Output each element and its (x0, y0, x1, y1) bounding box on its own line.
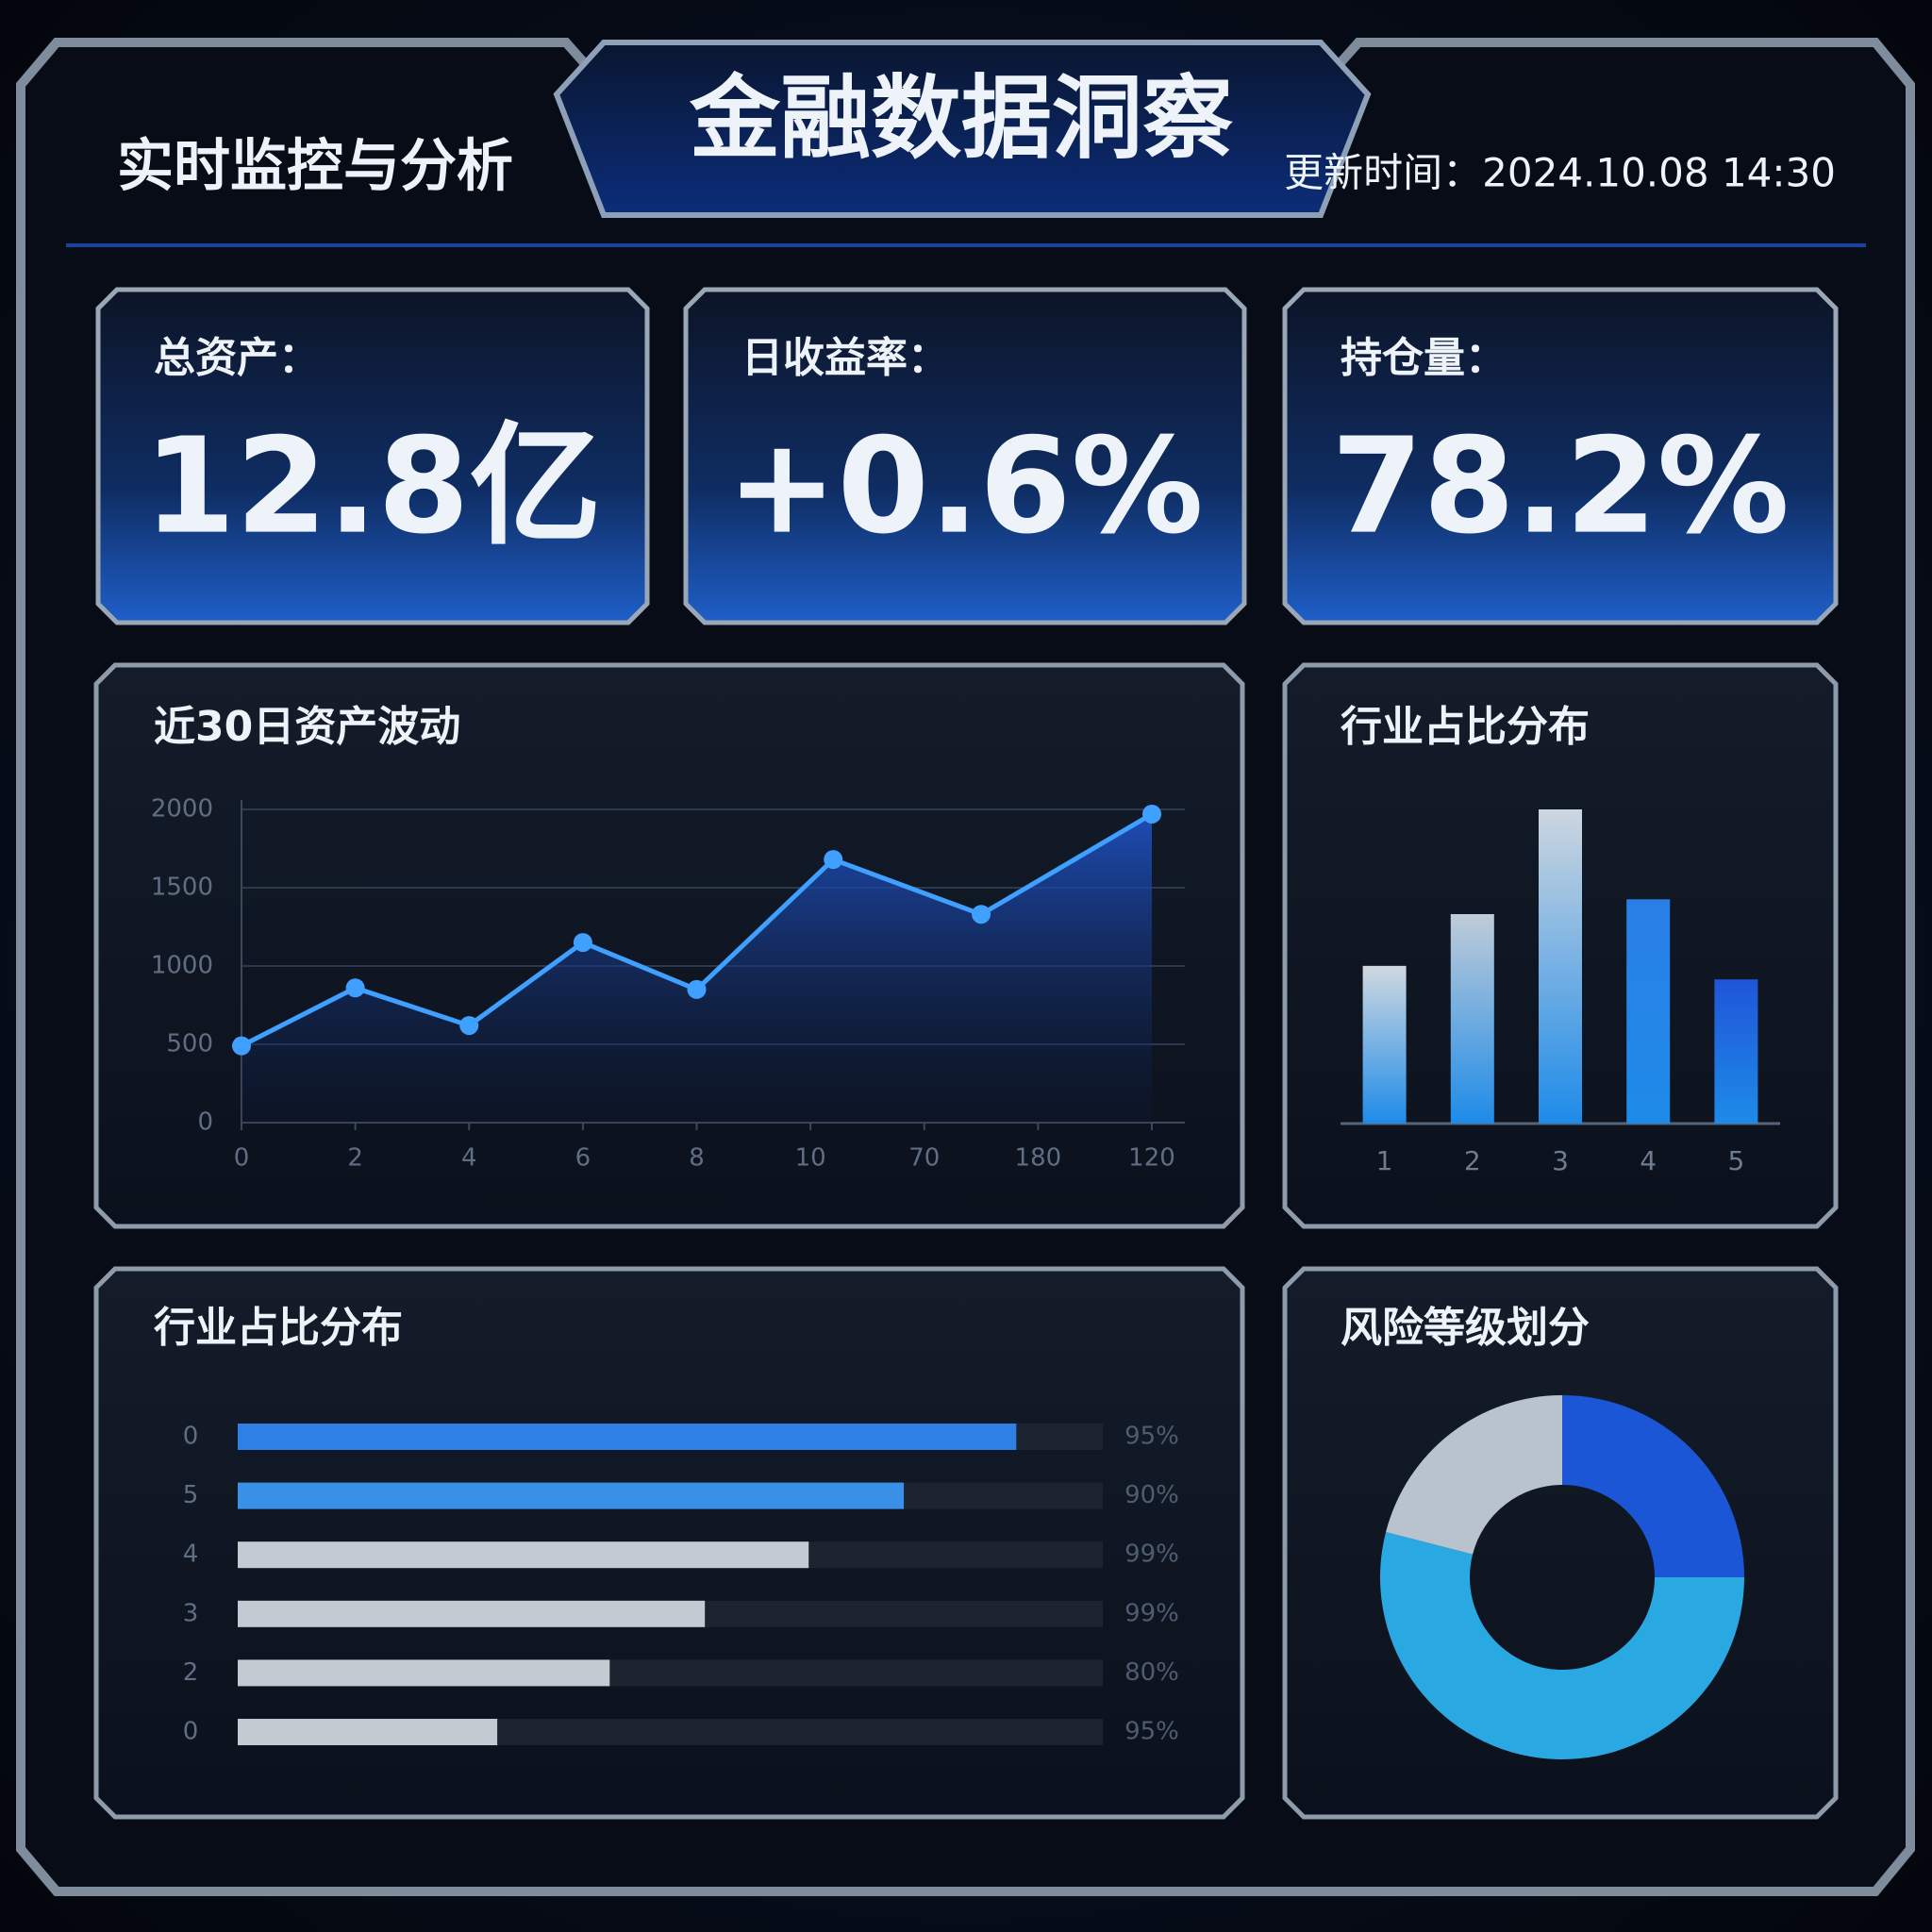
x-tick-label: 6 (575, 1144, 591, 1173)
y-tick-label: 2 (183, 1658, 199, 1687)
x-tick-label: 180 (1015, 1144, 1062, 1173)
header-subtitle: 实时监控与分析 (117, 134, 513, 200)
side-label: 95% (1124, 1718, 1179, 1746)
x-tick-label: 5 (1727, 1145, 1744, 1176)
bar (1714, 979, 1758, 1124)
bar (1362, 965, 1407, 1124)
point (972, 905, 991, 924)
bar (1626, 899, 1671, 1124)
x-tick-label: 0 (234, 1144, 250, 1173)
kpi-value: +0.6% (726, 410, 1204, 564)
header-plate (553, 40, 1372, 218)
y-tick-label: 0 (183, 1423, 199, 1451)
kpi-value: 78.2% (1331, 410, 1790, 564)
point (345, 978, 365, 998)
donut-segment (1380, 1532, 1744, 1759)
chart-title: 风险等级划分 (1341, 1304, 1590, 1352)
x-tick-label: 8 (689, 1144, 705, 1173)
kpi-label: 持仓量： (1341, 334, 1507, 382)
kpi-label: 日收益率： (741, 334, 949, 382)
x-tick-label: 4 (461, 1144, 477, 1173)
x-tick-label: 10 (795, 1144, 826, 1173)
donut-segment (1562, 1395, 1744, 1577)
point (687, 979, 707, 999)
kpi-card (1282, 287, 1839, 625)
point (459, 1016, 479, 1036)
header-title: 金融数据洞察 (689, 65, 1233, 171)
side-label: 99% (1124, 1541, 1179, 1569)
bar (238, 1541, 809, 1569)
x-tick-label: 4 (1640, 1145, 1657, 1176)
y-tick-label: 0 (183, 1718, 199, 1746)
y-tick-label: 0 (197, 1108, 213, 1137)
y-tick-label: 5 (183, 1481, 199, 1509)
y-tick-label: 4 (183, 1541, 199, 1569)
point (824, 850, 843, 870)
line-area (242, 813, 1152, 1123)
bar (1539, 809, 1582, 1124)
x-tick-label: 120 (1128, 1144, 1175, 1173)
point (573, 933, 592, 953)
side-label: 80% (1124, 1658, 1179, 1687)
line (240, 811, 1154, 1048)
kpi-value: 12.8亿 (143, 410, 601, 564)
side-label: 90% (1124, 1481, 1179, 1509)
point (1142, 804, 1161, 824)
x-tick-label: 1 (1376, 1145, 1393, 1176)
kpi-card (95, 287, 650, 625)
kpi-label: 总资产： (154, 334, 320, 382)
bar (238, 1424, 1017, 1450)
update-time: 更新时间：2024.10.08 14:30 (1284, 150, 1836, 196)
y-tick-label: 500 (166, 1030, 213, 1058)
bar (238, 1482, 905, 1509)
bar (1450, 914, 1494, 1124)
bar (238, 1719, 498, 1745)
y-tick-label: 1500 (151, 874, 213, 902)
x-tick-label: 2 (347, 1144, 363, 1173)
x-tick-label: 70 (908, 1144, 940, 1173)
point (232, 1036, 251, 1056)
kpi-card (683, 287, 1247, 625)
y-tick-label: 2000 (151, 795, 213, 824)
bar (238, 1600, 706, 1627)
x-tick-label: 3 (1552, 1145, 1569, 1176)
x-tick-label: 2 (1464, 1145, 1481, 1176)
donut-segment (1386, 1395, 1562, 1555)
y-tick-label: 1000 (151, 952, 213, 980)
y-tick-label: 3 (183, 1599, 199, 1627)
chart-title: 行业占比分布 (1341, 703, 1590, 751)
bar (238, 1659, 610, 1687)
side-label: 99% (1124, 1599, 1179, 1627)
side-label: 95% (1124, 1423, 1179, 1451)
chart-title: 近30日资产波动 (154, 703, 460, 751)
chart-title: 行业占比分布 (154, 1304, 403, 1352)
